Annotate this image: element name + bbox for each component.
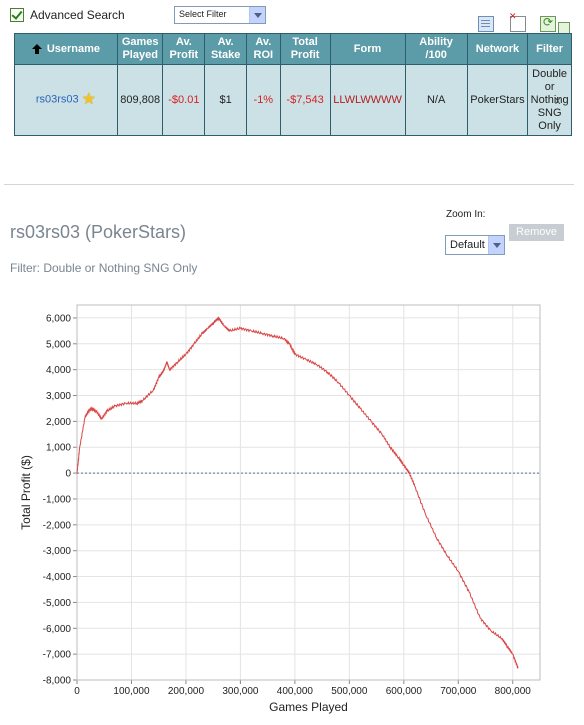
y-tick-label: -5,000 [43,598,72,609]
x-tick-label: 600,000 [386,686,423,697]
delete-icon[interactable] [509,11,526,32]
page-title: rs03rs03 (PokerStars) [10,222,187,242]
x-tick-label: 500,000 [331,686,368,697]
remove-button[interactable]: Remove [509,224,564,241]
username-link[interactable]: rs03rs03 [35,93,79,106]
x-tick-label: 800,000 [495,686,532,697]
search-bar: Advanced Search Select Filter [10,6,580,28]
y-tick-label: 2,000 [46,417,71,428]
cell-games-played: 809,808 [116,64,164,136]
refresh-icon[interactable] [540,15,556,32]
cell-network: PokerStars [466,64,529,136]
y-tick-label: -2,000 [43,520,72,531]
header-form[interactable]: Form [329,33,406,65]
y-tick-label: -1,000 [43,494,72,505]
x-tick-label: 400,000 [277,686,314,697]
y-tick-label: 4,000 [46,365,71,376]
x-tick-label: 200,000 [168,686,205,697]
header-total-profit[interactable]: Total Profit [279,33,331,65]
header-games-played[interactable]: Games Played [116,33,164,65]
plot-area [76,304,541,681]
cell-ability: N/A [404,64,468,136]
chevron-down-icon[interactable] [249,7,265,23]
header-network[interactable]: Network [466,33,529,65]
filter-select-value: Select Filter [179,9,227,19]
y-tick-label: -6,000 [43,624,72,635]
x-tick-label: 0 [74,686,80,697]
y-tick-label: 1,000 [46,443,71,454]
y-tick-label: 6,000 [46,313,71,324]
cell-total-profit: -$7,543 [279,64,331,136]
header-av-roi[interactable]: Av. ROI [246,33,281,65]
y-tick-label: -7,000 [43,650,72,661]
zoom-select[interactable]: Default [445,235,505,255]
zoom-label: Zoom In: [446,209,486,220]
header-av-profit[interactable]: Av. Profit [162,33,206,65]
y-tick-label: 3,000 [46,391,71,402]
profit-chart: 6,000 5,000 4,000 3,000 2,000 1,000 0 -1,000 -2,… [19,304,541,714]
x-tick-label: 100,000 [113,686,150,697]
x-axis-label: Games Played [269,700,348,714]
x-tick-label: 300,000 [222,686,259,697]
export-icon[interactable] [478,16,494,32]
filter-caption: Filter: Double or Nothing SNG Only [10,261,198,275]
table-row: rs03rs03 ★ 809,808 -$0.01 $1 -1% -$7,543 … [14,64,572,136]
cell-av-roi: -1% [246,64,281,136]
results-table: Username Games Played Av. Profit Av. Sta… [14,33,572,136]
star-icon[interactable]: ★ [81,91,97,109]
zoom-select-value: Default [450,239,485,251]
advanced-search-label: Advanced Search [30,8,125,22]
remove-row-button[interactable]: x [555,95,561,107]
y-tick-label: 0 [65,469,71,480]
cell-filter: Double or Nothing SNG Only [527,64,572,136]
y-tick-label: -4,000 [43,572,72,583]
cell-username: rs03rs03 ★ [14,64,118,136]
y-tick-label: -3,000 [43,546,72,557]
header-username[interactable]: Username [14,33,118,65]
filter-select[interactable]: Select Filter [174,6,266,24]
cell-av-profit: -$0.01 [162,64,206,136]
y-axis-label: Total Profit ($) [19,455,33,530]
y-tick-label: 5,000 [46,339,71,350]
header-filter[interactable]: Filter [527,33,572,65]
sort-up-icon[interactable] [31,43,42,54]
plot-border [76,304,541,681]
cell-av-stake: $1 [204,64,248,136]
y-tick-label: -8,000 [43,676,72,687]
x-tick-label: 700,000 [440,686,477,697]
chevron-down-icon[interactable] [488,236,504,254]
cell-form: LLWLWWWW [329,64,406,136]
header-av-stake[interactable]: Av. Stake [204,33,248,65]
advanced-search-checkbox[interactable] [10,8,24,22]
series-line-total-profit [76,316,519,669]
header-ability[interactable]: Ability /100 [404,33,468,65]
divider [4,184,574,185]
